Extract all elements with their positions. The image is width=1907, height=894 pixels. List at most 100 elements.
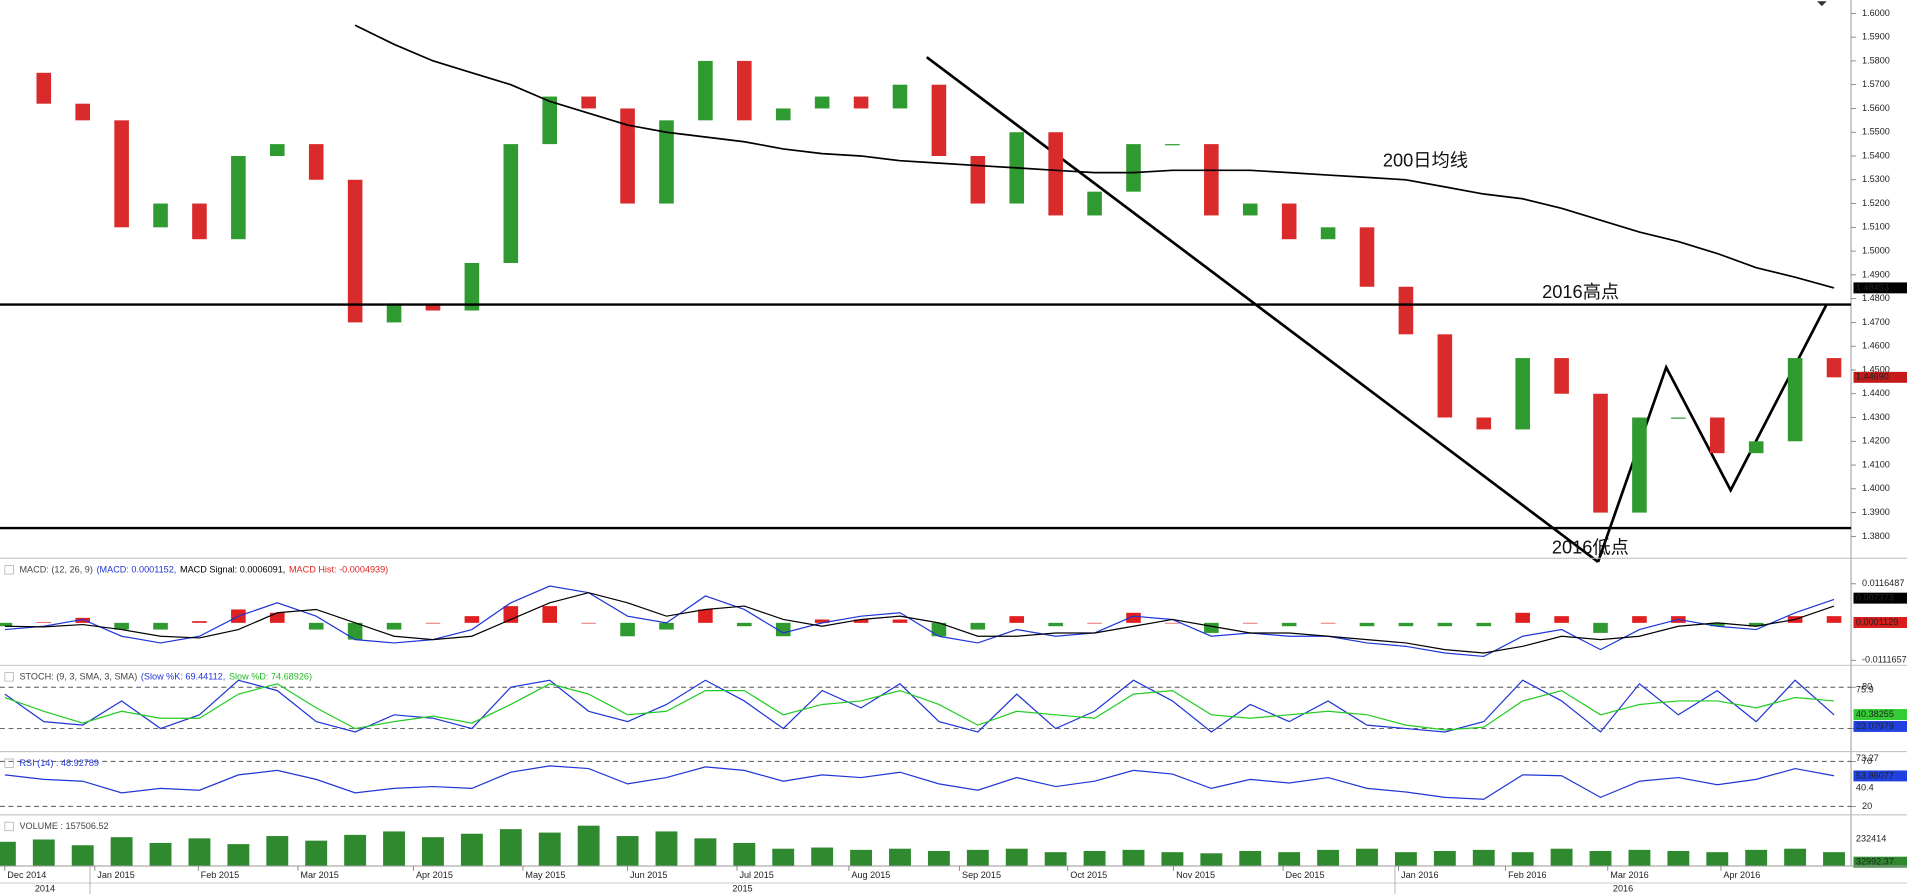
candle (36, 72, 52, 104)
y-tick-label: 1.4200 (1862, 436, 1890, 446)
y-tick-label: 1.4800 (1862, 293, 1890, 303)
bar (36, 622, 52, 623)
candle (1748, 441, 1764, 454)
bar (538, 832, 561, 866)
bar (499, 829, 522, 866)
bar (227, 844, 250, 866)
series-line (4, 683, 1835, 731)
candle (853, 96, 869, 109)
bar (1433, 851, 1456, 866)
bar (814, 619, 830, 623)
candle (308, 144, 324, 180)
bar (1709, 622, 1725, 627)
y-tick-label: 1.3800 (1862, 531, 1890, 541)
x-tick-label: Oct 2015 (1070, 870, 1107, 880)
y-tick-label: 1.5000 (1862, 246, 1890, 256)
bar (1044, 852, 1067, 866)
bar (1278, 852, 1301, 866)
x-tick-label: Nov 2015 (1176, 870, 1215, 880)
menu-arrow[interactable] (1817, 1, 1827, 7)
value-marker: 40.38255 (1856, 709, 1894, 719)
header-part: MACD Hist: -0.0004939) (289, 565, 388, 575)
bar (464, 616, 480, 623)
bar (425, 622, 441, 624)
bar (1083, 851, 1106, 866)
y-tick-label: 1.5200 (1862, 198, 1890, 208)
candle (231, 156, 246, 240)
bar (970, 622, 986, 630)
bar (659, 622, 674, 630)
bar (308, 622, 324, 630)
candle (192, 203, 207, 240)
bar (1745, 849, 1768, 866)
y-tick-label: 1.3900 (1862, 507, 1890, 517)
bar (655, 831, 678, 866)
trend-line (925, 56, 1599, 564)
bar (620, 622, 635, 637)
candle (1398, 286, 1414, 335)
value-marker-bg (1853, 770, 1907, 782)
bar (347, 622, 363, 640)
bar (616, 836, 639, 866)
value-marker-bg (1853, 856, 1907, 868)
y-tick-label: 1.5700 (1862, 79, 1890, 89)
y-tick-label: 1.4900 (1862, 269, 1890, 279)
candle (659, 120, 674, 204)
candle (269, 144, 285, 157)
panel-header: VOLUME : 157506.52 (19, 821, 108, 831)
bar (1359, 622, 1375, 627)
bar (1356, 848, 1378, 866)
header-part: VOLUME : 157506.52 (19, 821, 108, 831)
bar (733, 842, 756, 866)
x-tick-label: Apr 2015 (416, 870, 453, 880)
bar (1476, 622, 1492, 627)
bar (1554, 616, 1569, 623)
value-marker: 232414 (1856, 834, 1886, 844)
bar (772, 848, 795, 866)
candle (464, 262, 480, 311)
bar (1826, 616, 1842, 623)
series-line (354, 24, 1835, 289)
y-tick-label: 1.4500 (1862, 364, 1890, 374)
candle (1242, 203, 1258, 216)
bar (542, 606, 558, 623)
panel-icon (4, 821, 14, 832)
bar (344, 834, 367, 866)
x-tick-label: May 2015 (525, 870, 565, 880)
bar (1437, 622, 1453, 627)
annotation: 200日均线 (1383, 150, 1468, 171)
candle (1204, 144, 1219, 216)
bar (1784, 848, 1807, 866)
bar (1087, 622, 1102, 624)
bar (75, 617, 90, 623)
value-marker: 73.27 (1856, 753, 1879, 763)
header-part: STOCH: (9, 3, SMA, 3, SMA) (19, 672, 137, 682)
series-line (4, 585, 1835, 658)
candle (620, 108, 635, 204)
candle (1359, 227, 1375, 287)
y-tick-label: 1.4300 (1862, 412, 1890, 422)
value-marker-bg (1853, 282, 1907, 294)
panel-header: STOCH: (9, 3, SMA, 3, SMA) (Slow %K: 69.4… (19, 672, 312, 682)
bar (927, 851, 950, 866)
panel-icon (4, 672, 14, 682)
candle (1709, 417, 1725, 454)
candle (970, 156, 986, 204)
series-line (4, 679, 1835, 733)
y-tick-label: -0.0111657 (1862, 655, 1907, 665)
x-tick-label: Jan 2015 (97, 870, 134, 880)
x-tick-label: Dec 2015 (1286, 870, 1325, 880)
annotation: 2016低点 (1552, 536, 1629, 557)
candle (814, 96, 830, 109)
bar (966, 849, 989, 866)
x-tick-label: Jan 2016 (1401, 870, 1438, 880)
x-tick-label: Sep 2015 (962, 870, 1001, 880)
bar (422, 837, 444, 866)
bar (698, 609, 713, 623)
bar (577, 825, 600, 866)
candle (1126, 144, 1141, 192)
candle (1826, 358, 1842, 378)
